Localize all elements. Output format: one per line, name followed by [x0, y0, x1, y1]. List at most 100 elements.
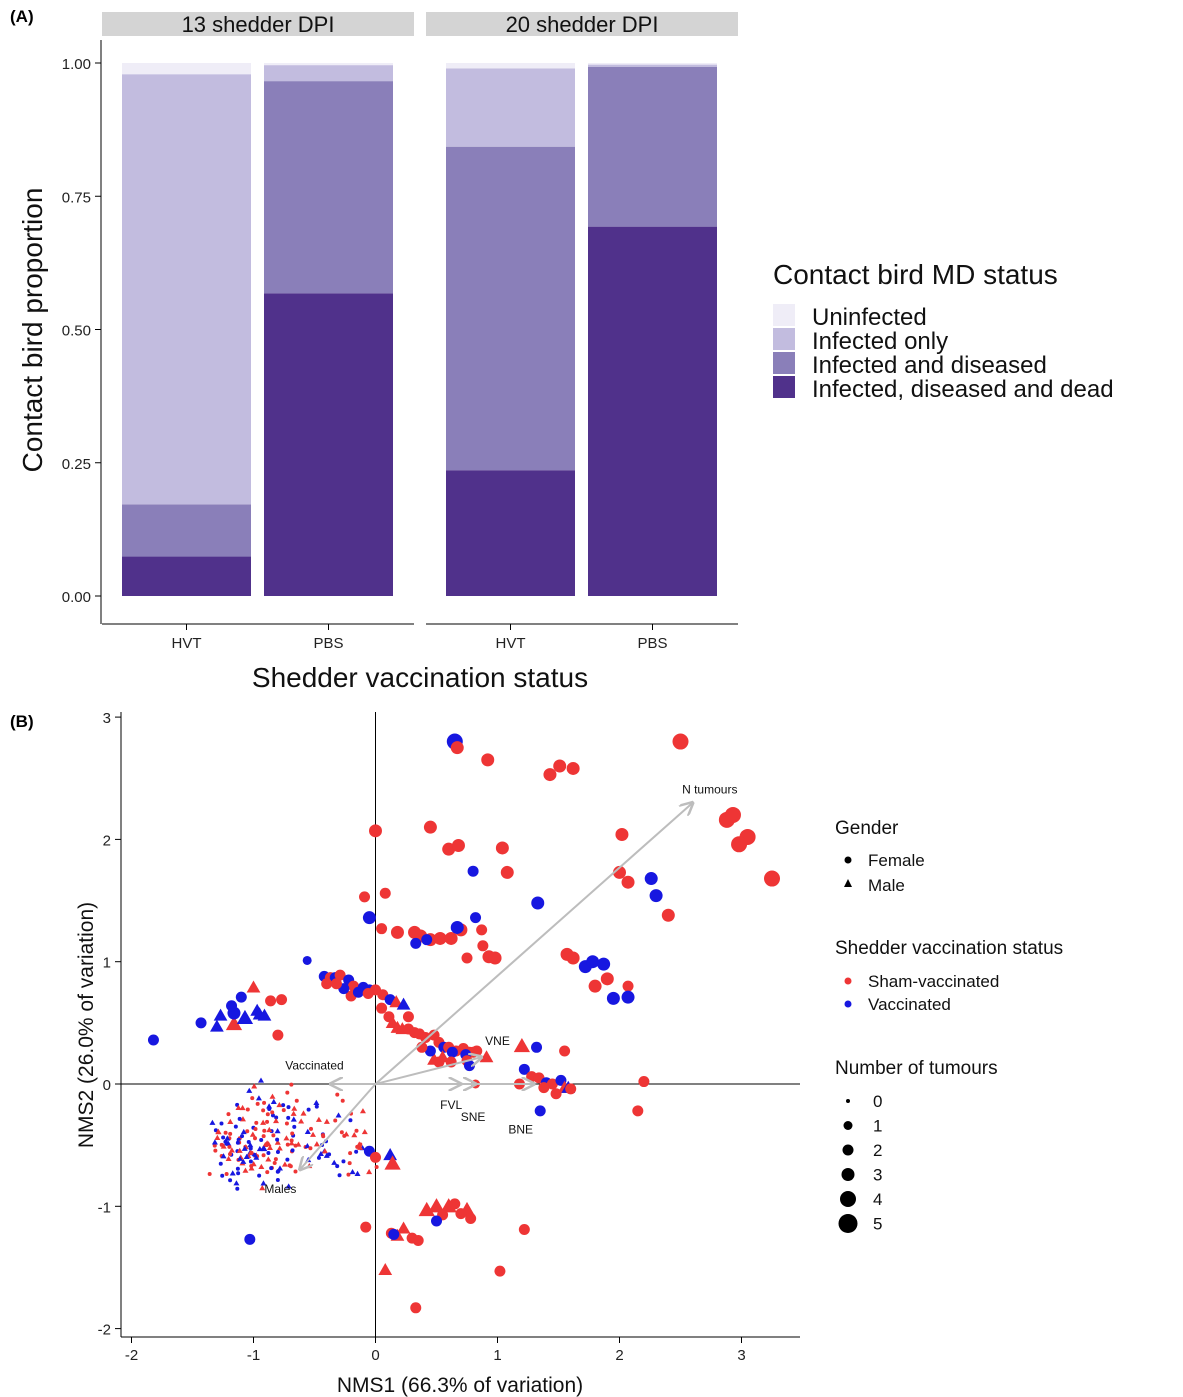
data-point	[632, 1105, 644, 1117]
legend-key-tumours	[843, 1121, 853, 1130]
data-point-small	[321, 1134, 326, 1139]
panel-label-b: (B)	[10, 712, 34, 731]
data-point-small	[281, 1108, 286, 1113]
data-point	[446, 1046, 458, 1058]
data-point	[428, 1198, 445, 1213]
vector-label: SNE	[461, 1110, 486, 1124]
legend-entry-tumours: 1	[873, 1117, 882, 1136]
data-point	[412, 1235, 424, 1247]
data-point	[470, 912, 482, 924]
data-point-small	[294, 1098, 299, 1103]
data-point-small	[285, 1142, 290, 1147]
legend-entry-a: Uninfected	[812, 304, 927, 331]
data-point-small	[357, 1144, 364, 1150]
legend-entry-a: Infected and diseased	[812, 352, 1047, 379]
data-point	[461, 952, 473, 964]
legend-swatch-a	[773, 304, 795, 326]
y-tick-label-a: 0.50	[62, 323, 91, 340]
data-point	[465, 1213, 477, 1225]
vector-label: FVL	[440, 1098, 462, 1112]
legend-title-gender: Gender	[835, 818, 899, 839]
data-point	[383, 1148, 398, 1161]
bar-segment	[264, 65, 393, 82]
data-point	[433, 1056, 445, 1068]
data-point	[410, 1302, 422, 1314]
legend-key-female	[844, 856, 852, 864]
data-point-small	[275, 1137, 280, 1142]
data-point	[379, 887, 391, 899]
data-point-small	[248, 1159, 253, 1164]
y-tick-label-a: 0.25	[62, 456, 91, 473]
data-point	[418, 1201, 435, 1217]
data-point-small	[227, 1118, 234, 1124]
data-point-small	[333, 1118, 338, 1123]
data-point-small	[227, 1152, 232, 1157]
data-point-small	[295, 1141, 302, 1147]
data-point-small	[259, 1185, 266, 1191]
legend-title-vaccination: Shedder vaccination status	[835, 938, 1063, 959]
data-point	[534, 1105, 546, 1117]
data-point-small	[227, 1144, 232, 1149]
data-point-small	[316, 1155, 321, 1160]
data-point-small	[269, 1093, 276, 1099]
data-point-small	[349, 1168, 356, 1175]
data-point-small	[240, 1128, 247, 1135]
data-point-small	[340, 1098, 345, 1103]
data-point-small	[261, 1108, 266, 1113]
legend-entry-tumours: 2	[873, 1141, 882, 1160]
data-point-small	[253, 1126, 258, 1131]
legend-key-tumours	[841, 1168, 855, 1181]
data-point-small	[304, 1128, 311, 1134]
data-point	[423, 820, 437, 834]
data-point	[586, 955, 600, 969]
data-point	[606, 991, 620, 1005]
data-point-small	[293, 1169, 298, 1174]
data-point-small	[239, 1116, 246, 1122]
data-point	[378, 1263, 393, 1276]
data-point	[433, 931, 447, 945]
data-point	[272, 1029, 284, 1041]
data-point-small	[274, 1115, 279, 1120]
data-point	[444, 931, 458, 945]
panel-b-legends: Gender Female Male Shedder vaccination stat…	[835, 818, 1063, 1234]
x-tick-label-a: HVT	[496, 635, 526, 652]
data-point	[235, 991, 247, 1003]
bar-segment	[446, 470, 575, 596]
data-point-small	[243, 1153, 250, 1160]
bar-segment	[446, 68, 575, 147]
x-tick-label-b: 2	[615, 1347, 623, 1364]
data-point-small	[239, 1104, 246, 1111]
data-point-small	[266, 1103, 273, 1109]
data-point	[265, 995, 277, 1007]
data-point-small	[276, 1145, 283, 1151]
bar-segment	[446, 146, 575, 471]
data-point-small	[228, 1131, 233, 1136]
data-point-small	[236, 1171, 241, 1176]
data-point	[376, 1002, 388, 1014]
x-tick-label-a: HVT	[172, 635, 202, 652]
data-point-small	[281, 1161, 288, 1167]
data-point	[467, 865, 479, 877]
data-point	[476, 924, 488, 936]
vector-label: BNE	[508, 1122, 533, 1136]
panel-label-a: (A)	[10, 7, 34, 26]
legend-swatch-a	[773, 352, 795, 374]
legend-entry-vaccination: Vaccinated	[868, 995, 951, 1014]
data-point-small	[339, 1130, 344, 1135]
data-point-small	[262, 1100, 267, 1105]
data-point-small	[285, 1157, 290, 1162]
data-point-small	[374, 1165, 379, 1170]
data-point	[495, 841, 509, 855]
x-axis-title-a: Shedder vaccination status	[252, 662, 588, 693]
data-point-small	[356, 1141, 363, 1147]
legend-entry-gender: Male	[868, 876, 905, 895]
data-point	[431, 1215, 442, 1227]
data-point-small	[249, 1150, 254, 1155]
data-point-small	[281, 1103, 286, 1108]
data-point	[362, 911, 376, 925]
data-point	[210, 1019, 224, 1032]
data-point-small	[292, 1124, 297, 1129]
data-point-small	[266, 1144, 273, 1150]
data-point	[566, 951, 580, 965]
bar-segment	[588, 66, 717, 227]
